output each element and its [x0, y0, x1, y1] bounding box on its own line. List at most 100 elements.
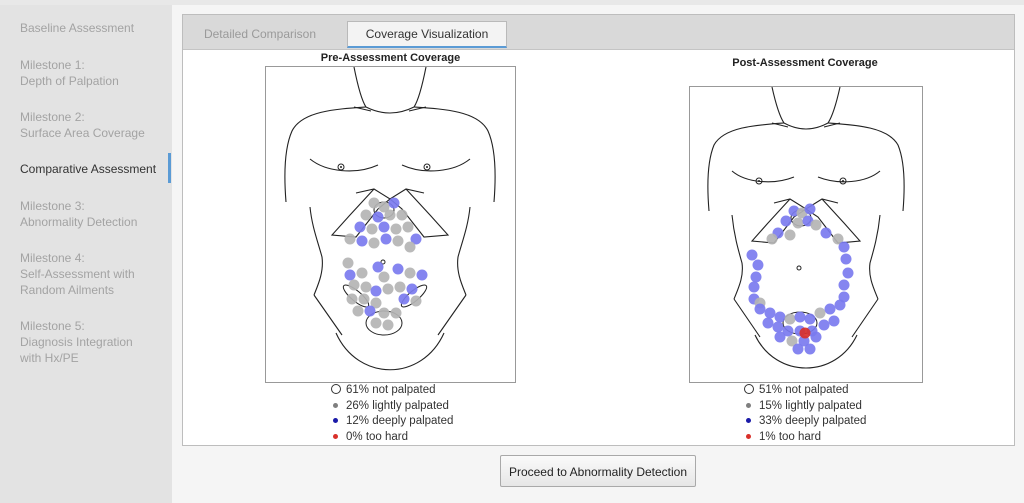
- coverage-dot: [838, 241, 850, 253]
- coverage-dot: [799, 327, 811, 339]
- coverage-dot: [810, 331, 822, 343]
- legend-too-hard: 0% too hard: [331, 430, 453, 446]
- pre-coverage-dots: [342, 197, 428, 331]
- sidebar-item-label: Baseline Assessment: [20, 21, 135, 35]
- tab-bar: Detailed Comparison Coverage Visualizati…: [183, 15, 1014, 50]
- tab-detailed-comparison[interactable]: Detailed Comparison: [203, 27, 317, 41]
- legend-too-hard: 1% too hard: [744, 430, 866, 446]
- torso-outline: [284, 66, 496, 371]
- coverage-dot: [766, 233, 778, 245]
- sidebar: Baseline Assessment Milestone 1: Depth o…: [0, 5, 172, 503]
- coverage-dot: [370, 297, 382, 309]
- coverage-dot: [772, 321, 784, 333]
- pre-assessment-figure: [265, 66, 516, 383]
- coverage-dot: [352, 305, 364, 317]
- coverage-dot: [784, 229, 796, 241]
- legend-not-palpated: 51% not palpated: [744, 383, 866, 399]
- proceed-button[interactable]: Proceed to Abnormality Detection: [500, 455, 696, 487]
- gray-dot-icon: [333, 402, 338, 408]
- coverage-dot: [834, 299, 846, 311]
- post-legend: 51% not palpated 15% lightly palpated 33…: [744, 383, 866, 445]
- tab-coverage-visualization[interactable]: Coverage Visualization: [347, 21, 507, 48]
- coverage-dot: [356, 267, 368, 279]
- coverage-dot: [818, 319, 830, 331]
- coverage-dot: [380, 233, 392, 245]
- sidebar-item-milestone-5[interactable]: Milestone 5: Diagnosis Integration with …: [20, 318, 170, 366]
- coverage-dot: [794, 311, 806, 323]
- coverage-dot: [780, 215, 792, 227]
- coverage-dot: [384, 209, 396, 221]
- sidebar-item-sublabel: Diagnosis Integration: [20, 335, 133, 349]
- sidebar-item-milestone-2[interactable]: Milestone 2: Surface Area Coverage: [20, 109, 170, 141]
- coverage-dot: [814, 307, 826, 319]
- coverage-dot: [368, 197, 380, 209]
- coverage-dot: [416, 269, 428, 281]
- coverage-dot: [356, 235, 368, 247]
- coverage-dot: [842, 267, 854, 279]
- sidebar-item-milestone-3[interactable]: Milestone 3: Abnormality Detection: [20, 198, 170, 230]
- coverage-dot: [750, 271, 762, 283]
- coverage-dot: [810, 219, 822, 231]
- coverage-dot: [378, 201, 390, 213]
- coverage-dot: [832, 233, 844, 245]
- open-circle-icon: [744, 384, 754, 394]
- sidebar-item-label: Comparative Assessment: [20, 162, 157, 176]
- coverage-dot: [784, 313, 796, 325]
- coverage-dot: [378, 271, 390, 283]
- post-assessment-title: Post-Assessment Coverage: [732, 57, 878, 69]
- coverage-dot: [342, 257, 354, 269]
- coverage-dot: [804, 203, 816, 215]
- sidebar-item-sublabel: Self-Assessment with: [20, 267, 135, 281]
- red-dot-icon: [746, 433, 751, 439]
- pre-legend: 61% not palpated 26% lightly palpated 12…: [331, 383, 453, 445]
- post-coverage-dots: [746, 203, 854, 355]
- coverage-dot: [358, 293, 370, 305]
- sidebar-item-baseline-assessment[interactable]: Baseline Assessment: [20, 20, 170, 36]
- coverage-dot: [382, 283, 394, 295]
- coverage-dot: [392, 263, 404, 275]
- coverage-dot: [392, 235, 404, 247]
- sidebar-item-milestone-4[interactable]: Milestone 4: Self-Assessment with Random…: [20, 250, 170, 298]
- sidebar-item-label: Milestone 3:: [20, 199, 85, 213]
- coverage-dot: [370, 285, 382, 297]
- sidebar-item-label: Milestone 2:: [20, 110, 85, 124]
- coverage-dot: [370, 317, 382, 329]
- coverage-dot: [762, 317, 774, 329]
- blue-dot-icon: [746, 418, 751, 423]
- coverage-dot: [402, 221, 414, 233]
- sidebar-item-comparative-assessment[interactable]: Comparative Assessment: [20, 161, 170, 177]
- coverage-dot: [360, 281, 372, 293]
- sidebar-item-sublabel: Abnormality Detection: [20, 215, 138, 229]
- top-border: [0, 0, 1024, 5]
- sidebar-item-label: Milestone 5:: [20, 319, 85, 333]
- coverage-dot: [390, 307, 402, 319]
- coverage-dot: [748, 281, 760, 293]
- torso-diagram: [707, 86, 905, 369]
- coverage-dot: [354, 221, 366, 233]
- coverage-dot: [774, 311, 786, 323]
- legend-lightly-palpated: 26% lightly palpated: [331, 399, 453, 415]
- coverage-dot: [774, 331, 786, 343]
- sidebar-item-milestone-1[interactable]: Milestone 1: Depth of Palpation: [20, 57, 170, 89]
- coverage-dot: [792, 343, 804, 355]
- coverage-dot: [344, 269, 356, 281]
- coverage-dot: [404, 267, 416, 279]
- coverage-dot: [754, 303, 766, 315]
- pre-assessment-title: Pre-Assessment Coverage: [320, 52, 461, 64]
- torso-diagram: [284, 66, 496, 371]
- coverage-dot: [838, 279, 850, 291]
- coverage-dot: [344, 233, 356, 245]
- legend-not-palpated: 61% not palpated: [331, 383, 453, 399]
- coverage-dot: [368, 237, 380, 249]
- sidebar-item-label: Milestone 1:: [20, 58, 85, 72]
- torso-outline: [707, 86, 905, 369]
- legend-deeply-palpated: 12% deeply palpated: [331, 414, 453, 430]
- active-item-indicator: [168, 153, 171, 183]
- coverage-dot: [404, 241, 416, 253]
- gray-dot-icon: [746, 402, 751, 408]
- coverage-dot: [394, 281, 406, 293]
- coverage-dot: [346, 293, 358, 305]
- coverage-dot: [366, 223, 378, 235]
- coverage-dot: [372, 211, 384, 223]
- coverage-dot: [372, 261, 384, 273]
